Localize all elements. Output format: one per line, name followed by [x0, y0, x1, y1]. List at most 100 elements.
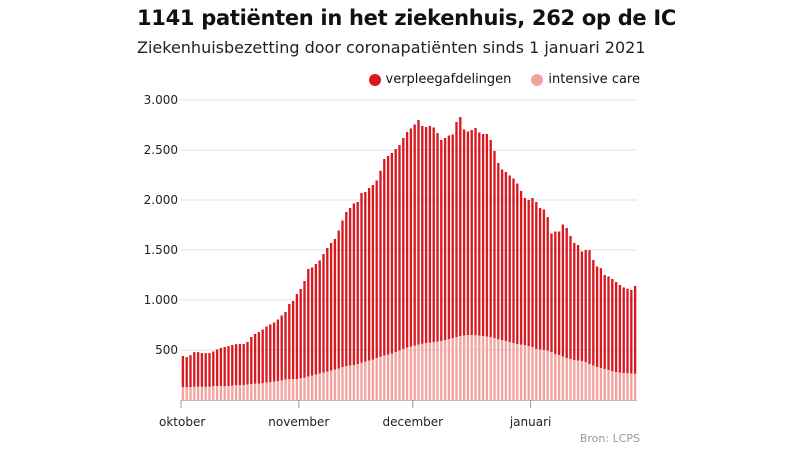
- bar-intensive-care: [626, 373, 629, 400]
- bar-intensive-care: [348, 365, 352, 400]
- bar-intensive-care: [474, 335, 477, 400]
- bar-verpleegafdelingen: [379, 170, 382, 357]
- bar-verpleegafdelingen: [614, 282, 618, 372]
- legend-item-verpleegafdelingen: verpleegafdelingen: [368, 72, 512, 87]
- source-note: Bron: LCPS: [579, 432, 640, 445]
- bar-verpleegafdelingen: [280, 315, 283, 381]
- bar-verpleegafdelingen: [189, 355, 192, 387]
- bar-verpleegafdelingen: [573, 243, 576, 360]
- y-tick-label: 1.500: [144, 243, 178, 257]
- bar-intensive-care: [405, 347, 409, 400]
- bar-intensive-care: [333, 369, 337, 400]
- bar-verpleegafdelingen: [440, 140, 443, 341]
- bar-verpleegafdelingen: [234, 344, 238, 386]
- bar-intensive-care: [238, 385, 242, 400]
- bar-verpleegafdelingen: [580, 251, 584, 361]
- bar-verpleegafdelingen: [527, 200, 530, 346]
- bar-intensive-care: [212, 386, 215, 400]
- bar-intensive-care: [584, 362, 587, 400]
- bar-intensive-care: [557, 355, 561, 400]
- bar-intensive-care: [443, 340, 447, 400]
- bar-intensive-care: [436, 341, 439, 400]
- y-tick-label: 1.000: [144, 293, 178, 307]
- bar-verpleegafdelingen: [367, 188, 371, 361]
- bar-verpleegafdelingen: [599, 268, 603, 368]
- bar-verpleegafdelingen: [413, 124, 416, 346]
- bar-intensive-care: [421, 343, 424, 400]
- bar-intensive-care: [451, 338, 454, 400]
- bar-verpleegafdelingen: [523, 198, 527, 345]
- bar-intensive-care: [329, 370, 333, 400]
- bar-verpleegafdelingen: [478, 132, 481, 336]
- bar-verpleegafdelingen: [409, 128, 413, 347]
- bar-verpleegafdelingen: [288, 304, 291, 380]
- bar-intensive-care: [295, 379, 299, 400]
- bar-verpleegafdelingen: [512, 178, 515, 343]
- bar-verpleegafdelingen: [208, 353, 211, 387]
- bar-verpleegafdelingen: [371, 185, 375, 360]
- bar-verpleegafdelingen: [470, 130, 473, 335]
- bar-verpleegafdelingen: [436, 133, 439, 342]
- bar-verpleegafdelingen: [310, 267, 314, 376]
- bar-intensive-care: [219, 385, 223, 400]
- bar-intensive-care: [424, 343, 428, 400]
- bar-intensive-care: [288, 379, 291, 400]
- bar-verpleegafdelingen: [561, 224, 565, 357]
- bar-intensive-care: [527, 346, 530, 400]
- bar-intensive-care: [565, 358, 568, 400]
- bar-intensive-care: [234, 385, 238, 400]
- bar-intensive-care: [576, 360, 580, 400]
- bar-verpleegafdelingen: [432, 127, 435, 342]
- bar-verpleegafdelingen: [497, 163, 500, 339]
- x-tick-label: december: [382, 415, 443, 429]
- bar-intensive-care: [284, 379, 287, 400]
- bar-intensive-care: [618, 372, 622, 400]
- bar-verpleegafdelingen: [618, 285, 622, 373]
- bar-intensive-care: [276, 381, 280, 400]
- bar-intensive-care: [318, 373, 321, 400]
- bar-verpleegafdelingen: [481, 134, 485, 336]
- bar-verpleegafdelingen: [417, 120, 420, 345]
- bar-intensive-care: [204, 386, 207, 400]
- bar-verpleegafdelingen: [196, 352, 200, 387]
- bar-intensive-care: [523, 345, 527, 400]
- bar-verpleegafdelingen: [238, 344, 242, 385]
- x-tick-label: januari: [509, 415, 552, 429]
- legend-label-verpleegafdelingen: verpleegafdelingen: [385, 72, 512, 87]
- bar-intensive-care: [440, 341, 443, 400]
- bar-verpleegafdelingen: [595, 266, 599, 367]
- bar-verpleegafdelingen: [535, 202, 538, 349]
- bar-intensive-care: [561, 356, 565, 400]
- bar-intensive-care: [367, 360, 371, 400]
- bar-verpleegafdelingen: [402, 138, 405, 349]
- bar-intensive-care: [223, 386, 226, 400]
- bar-intensive-care: [599, 368, 603, 400]
- bar-intensive-care: [272, 381, 276, 400]
- legend-swatch-intensive-care: [531, 73, 544, 86]
- bar-intensive-care: [356, 364, 359, 400]
- bar-intensive-care: [390, 353, 394, 400]
- bar-intensive-care: [246, 384, 249, 400]
- bar-intensive-care: [417, 344, 420, 400]
- bar-verpleegafdelingen: [307, 269, 310, 377]
- bar-intensive-care: [303, 377, 306, 400]
- bar-intensive-care: [614, 372, 618, 400]
- bar-intensive-care: [307, 376, 310, 400]
- bar-intensive-care: [459, 336, 462, 400]
- bar-intensive-care: [261, 383, 264, 400]
- bar-intensive-care: [185, 387, 188, 400]
- bar-intensive-care: [398, 350, 401, 400]
- bar-intensive-care: [447, 339, 451, 400]
- legend-item-intensive-care: intensive care: [531, 72, 640, 87]
- bar-verpleegafdelingen: [337, 230, 340, 369]
- bar-intensive-care: [622, 373, 625, 400]
- bar-intensive-care: [497, 339, 500, 400]
- chart-legend: verpleegafdelingen intensive care: [355, 72, 640, 87]
- chart-title: 1141 patiënten in het ziekenhuis, 262 op…: [137, 6, 677, 30]
- bar-intensive-care: [352, 365, 356, 400]
- legend-swatch-verpleegafdelingen: [368, 73, 381, 86]
- bar-intensive-care: [500, 340, 504, 400]
- bar-verpleegafdelingen: [531, 198, 534, 347]
- bar-verpleegafdelingen: [329, 243, 333, 371]
- bar-intensive-care: [546, 350, 549, 400]
